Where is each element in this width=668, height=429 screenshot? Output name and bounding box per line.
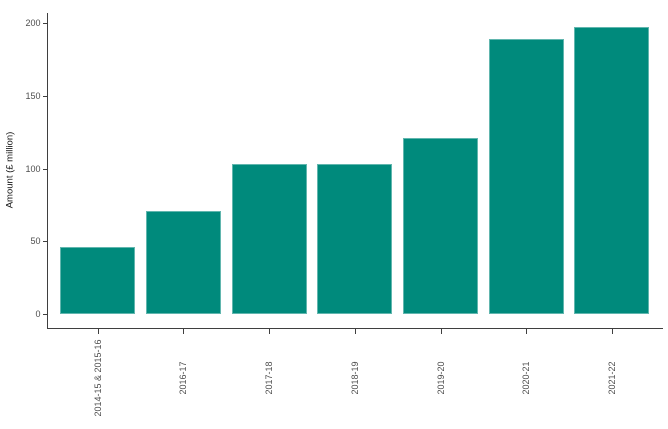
x-tick [440,329,442,334]
x-tick-label: 2016-17 [178,361,189,395]
bar [317,164,393,314]
x-tick [183,329,185,334]
y-tick [42,314,47,315]
bar [574,27,650,314]
y-tick [42,23,47,24]
x-tick [97,329,99,334]
y-tick-label: 0 [35,309,41,319]
y-tick-label: 200 [25,18,41,28]
x-tick-label: 2020-21 [521,361,532,395]
x-tick-label: 2018-19 [349,361,360,395]
x-tick-label: 2017-18 [264,361,275,395]
y-tick [42,95,47,97]
y-tick-label: 150 [25,90,41,101]
bar [488,39,564,314]
x-tick-label: 2019-20 [435,361,446,395]
x-tick [354,329,356,334]
x-tick [611,329,613,334]
y-tick-label: 50 [30,236,41,247]
x-tick [526,329,528,334]
y-tick-label: 100 [25,163,41,174]
bar [60,247,136,314]
y-tick [42,241,47,243]
y-axis-line [47,13,48,328]
x-tick-label: 2021-22 [606,361,617,395]
x-axis-line [47,328,663,329]
bar [145,210,221,314]
x-tick [269,329,271,334]
x-tick-label: 2014-15 & 2015-16 [92,339,103,417]
bar [231,164,307,314]
y-tick [42,168,47,170]
bar [403,137,479,314]
